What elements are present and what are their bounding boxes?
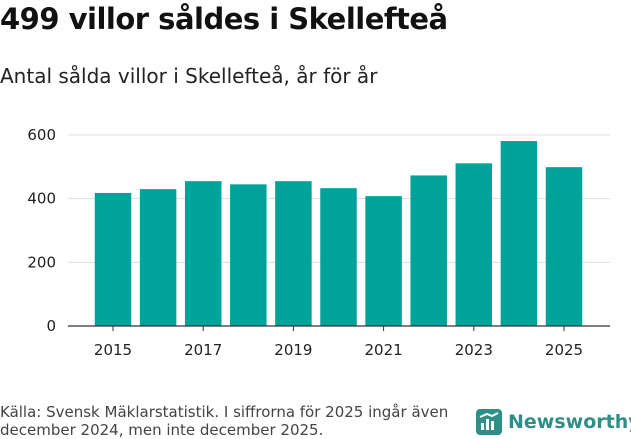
chart-title: 499 villor såldes i Skellefteå [0,2,448,36]
brand-name: Newsworthy [508,411,631,433]
x-tick-label: 2015 [94,341,132,359]
x-tick-label: 2019 [274,341,312,359]
x-tick-label: 2017 [184,341,222,359]
y-tick-label: 0 [46,317,56,335]
bar-2015 [94,192,132,326]
bar-2017 [184,181,222,326]
x-tick-label: 2021 [365,341,403,359]
bar-2021 [365,196,402,326]
bar-2020 [320,188,357,326]
bar-2025 [545,167,583,326]
x-tick-label: 2025 [545,341,583,359]
x-tick-label: 2023 [455,341,493,359]
bar-2018 [230,184,267,326]
bar-2024 [500,141,538,326]
bar-2023 [455,163,493,326]
brand-logo-block[interactable]: Newsworthy [476,408,631,436]
bar-chart: 0 200 400 600 2015 2017 2019 2021 2023 2025 [27,126,610,359]
bar-2019 [275,181,312,326]
bar-2016 [139,189,177,326]
y-tick-label: 600 [27,126,56,144]
newsworthy-logo-icon [476,409,502,435]
y-tick-label: 200 [27,253,56,271]
chart-subtitle: Antal sålda villor i Skellefteå, år för … [0,64,378,88]
y-tick-label: 400 [27,190,56,208]
bar-2022 [410,175,447,326]
source-note: Källa: Svensk Mäklarstatistik. I siffror… [0,403,449,439]
